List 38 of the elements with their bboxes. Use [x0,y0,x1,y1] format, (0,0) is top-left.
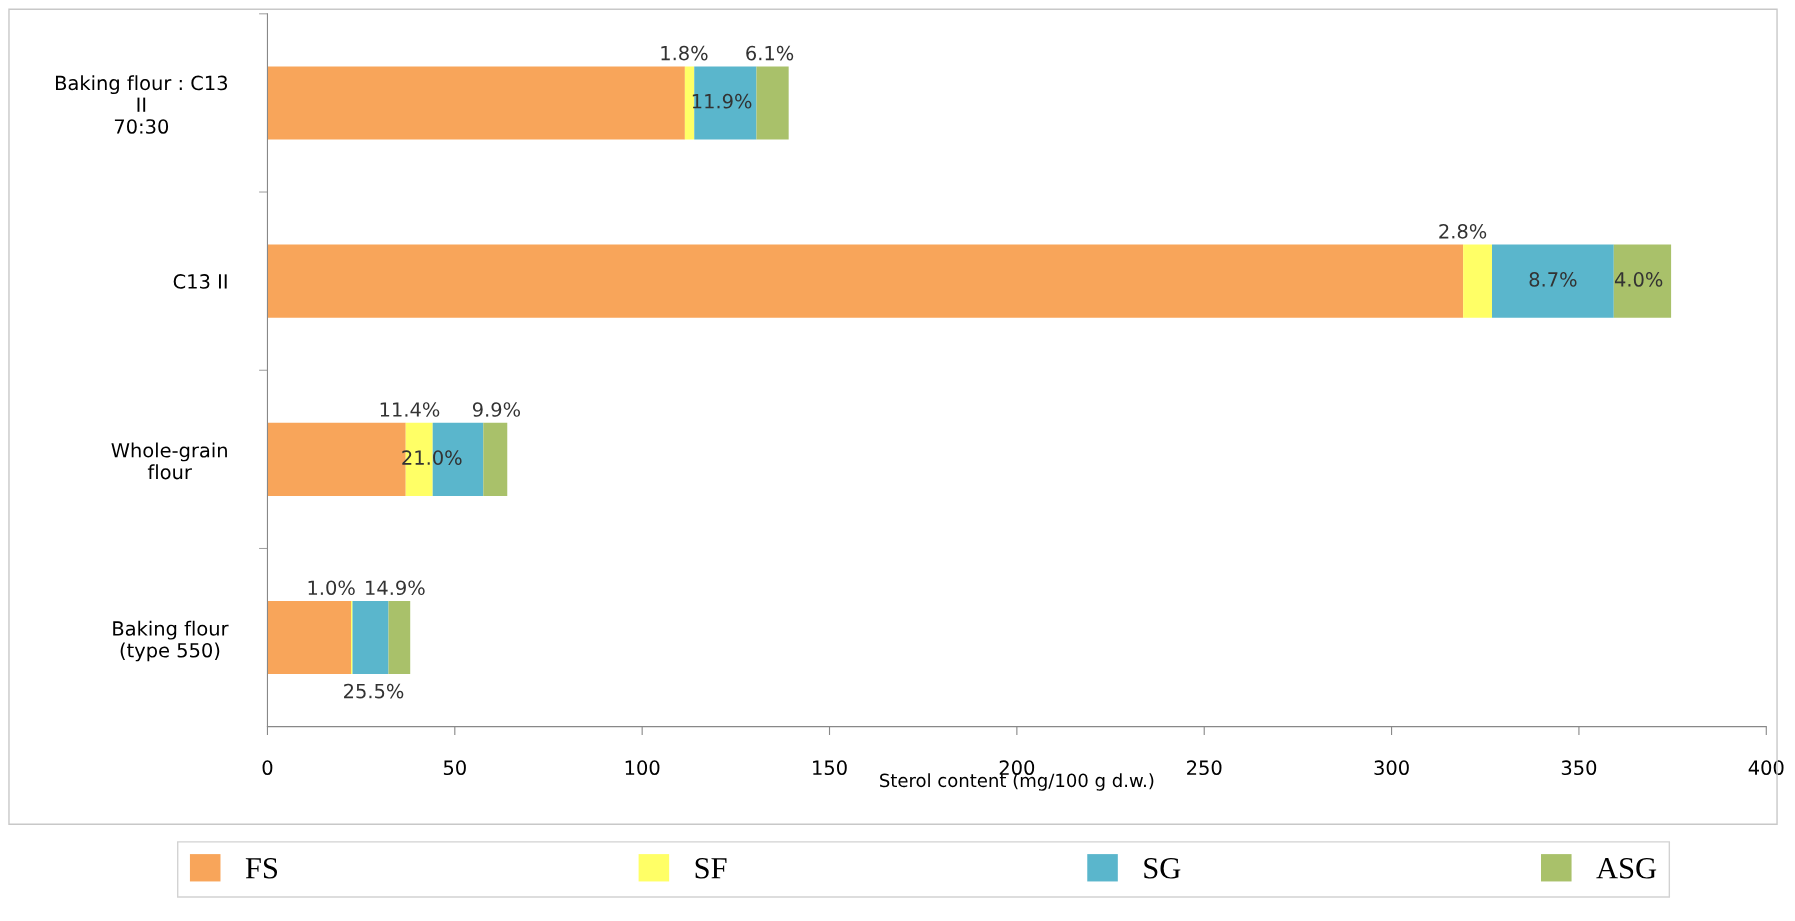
x-tick-label: 400 [1748,760,1784,776]
annotation: 14.9% [366,580,425,596]
x-tick-label: 350 [1561,760,1597,776]
legend-label: FS [245,858,278,879]
bar [1463,244,1492,318]
bar [352,601,389,675]
annotation: 1.0% [308,580,355,596]
y-tick-label: Baking flour (type 550) [113,620,229,662]
x-tick-label: 100 [625,760,660,776]
legend-label: ASG [1596,858,1657,879]
bar [756,66,789,140]
y-tick-label: C13 II [173,274,227,289]
annotation: 4.0% [1614,272,1663,287]
annotation: 11.4% [380,402,440,417]
bar [1491,244,1614,318]
annotation: 9.9% [472,402,521,417]
bar [483,422,508,496]
bar [1613,244,1672,318]
x-tick-label: 250 [1187,760,1222,776]
bar [267,601,352,675]
annotation: 6.1% [746,45,794,61]
annotation: 8.7% [1529,272,1577,287]
y-tick-label: Whole-grain flour [111,442,227,480]
x-tick-label: 150 [813,760,847,776]
x-tick-label: 300 [1374,760,1409,776]
legend-label: SF [695,858,727,879]
annotation: 1.8% [661,45,708,61]
x-tick-label: 0 [262,760,273,776]
bar [267,66,685,140]
bar [388,601,411,675]
x-tick-label: 200 [999,760,1035,776]
bar [267,244,1464,318]
x-tick-label: 50 [443,760,466,776]
legend-label: SG [1144,858,1181,879]
bar [684,66,695,140]
y-tick-label: Baking flour : C13 II 70:30 [56,75,228,134]
annotation: 25.5% [344,683,404,699]
annotation: 2.8% [1439,223,1487,239]
